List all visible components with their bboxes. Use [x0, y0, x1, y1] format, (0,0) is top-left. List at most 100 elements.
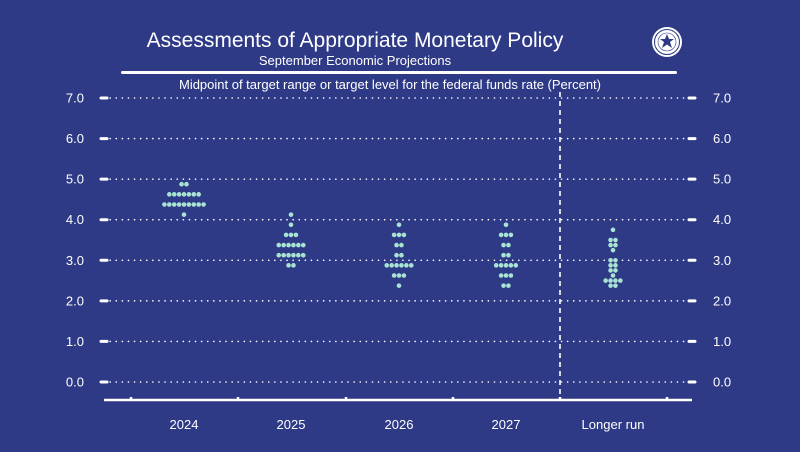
- data-point: [401, 273, 407, 278]
- data-point: [291, 242, 296, 248]
- data-point: [396, 283, 402, 288]
- data-point: [610, 227, 616, 233]
- y-tick-label-right: 7.0: [713, 91, 731, 106]
- data-point: [291, 252, 296, 258]
- data-point: [613, 283, 618, 288]
- data-point: [300, 252, 306, 258]
- data-point: [603, 278, 608, 283]
- y-tick-label-left: 0.0: [66, 375, 84, 390]
- data-point: [503, 263, 509, 268]
- data-point: [201, 202, 206, 207]
- data-point: [181, 212, 187, 217]
- data-point: [288, 232, 294, 238]
- data-point: [608, 283, 613, 288]
- federal-reserve-seal-icon: [652, 27, 682, 57]
- data-point: [293, 232, 299, 238]
- data-point: [186, 192, 192, 197]
- data-point: [167, 192, 172, 197]
- data-point: [408, 263, 414, 268]
- data-point: [288, 222, 294, 228]
- data-point: [501, 283, 506, 288]
- data-point: [501, 242, 506, 248]
- data-point: [296, 252, 301, 258]
- y-tick-label-right: 0.0: [713, 375, 731, 390]
- x-tick-label: 2025: [277, 417, 306, 432]
- data-point: [281, 242, 286, 248]
- data-point: [498, 263, 504, 268]
- data-point: [281, 252, 286, 258]
- y-tick-label-left: 7.0: [66, 91, 84, 106]
- data-point: [389, 263, 394, 268]
- data-point: [508, 232, 514, 238]
- data-point: [396, 273, 402, 278]
- data-point: [167, 202, 172, 207]
- data-point: [179, 181, 184, 187]
- data-point: [176, 202, 182, 207]
- data-point: [613, 278, 618, 283]
- data-point: [391, 232, 397, 238]
- data-point: [399, 252, 404, 258]
- data-point: [394, 252, 399, 258]
- data-point: [171, 192, 177, 197]
- data-point: [498, 232, 504, 238]
- data-point: [506, 242, 511, 248]
- x-tick-label: 2024: [170, 417, 199, 432]
- page-subtitle: September Economic Projections: [258, 53, 452, 68]
- data-point: [384, 263, 390, 268]
- data-point: [618, 278, 623, 283]
- data-point: [288, 212, 294, 217]
- data-point: [503, 222, 509, 228]
- data-point: [608, 263, 613, 268]
- data-point: [162, 202, 167, 207]
- data-point: [613, 257, 618, 263]
- data-point: [506, 283, 511, 288]
- data-point: [196, 192, 201, 197]
- data-point: [276, 242, 282, 248]
- y-tick-label-left: 2.0: [66, 293, 84, 308]
- data-point: [286, 252, 291, 258]
- x-tick-label: 2027: [492, 417, 521, 432]
- data-point: [394, 242, 399, 248]
- data-point: [503, 232, 509, 238]
- data-point: [184, 181, 189, 187]
- data-point: [283, 232, 289, 238]
- y-tick-label-right: 3.0: [713, 253, 731, 268]
- data-point: [286, 242, 291, 248]
- data-point: [493, 263, 499, 268]
- y-tick-label-right: 5.0: [713, 172, 731, 187]
- data-point: [498, 273, 504, 278]
- data-point: [276, 252, 282, 258]
- data-point: [610, 273, 616, 278]
- data-point: [396, 222, 402, 228]
- data-point: [608, 278, 613, 283]
- data-point: [196, 202, 201, 207]
- x-tick-label: Longer run: [582, 417, 645, 432]
- data-point: [613, 263, 618, 268]
- data-point: [181, 202, 187, 207]
- data-point: [613, 242, 618, 248]
- data-point: [608, 257, 613, 263]
- x-tick-label: 2026: [385, 417, 414, 432]
- data-point: [404, 263, 409, 268]
- data-point: [394, 263, 399, 268]
- data-point: [608, 242, 613, 248]
- data-point: [401, 232, 407, 238]
- y-tick-label-left: 4.0: [66, 212, 84, 227]
- data-point: [191, 192, 197, 197]
- data-point: [181, 192, 187, 197]
- data-point: [613, 268, 618, 273]
- data-point: [171, 202, 177, 207]
- chart-title: Midpoint of target range or target level…: [178, 77, 601, 92]
- data-point: [508, 263, 514, 268]
- y-tick-label-left: 6.0: [66, 131, 84, 146]
- page-title: Assessments of Appropriate Monetary Poli…: [146, 29, 564, 52]
- data-point: [291, 263, 296, 268]
- data-point: [300, 242, 306, 248]
- data-point: [506, 252, 511, 258]
- data-point: [296, 242, 301, 248]
- title-rule: [121, 71, 677, 74]
- y-tick-label-right: 4.0: [713, 212, 731, 227]
- data-point: [513, 263, 519, 268]
- y-tick-label-left: 3.0: [66, 253, 84, 268]
- data-point: [608, 268, 613, 273]
